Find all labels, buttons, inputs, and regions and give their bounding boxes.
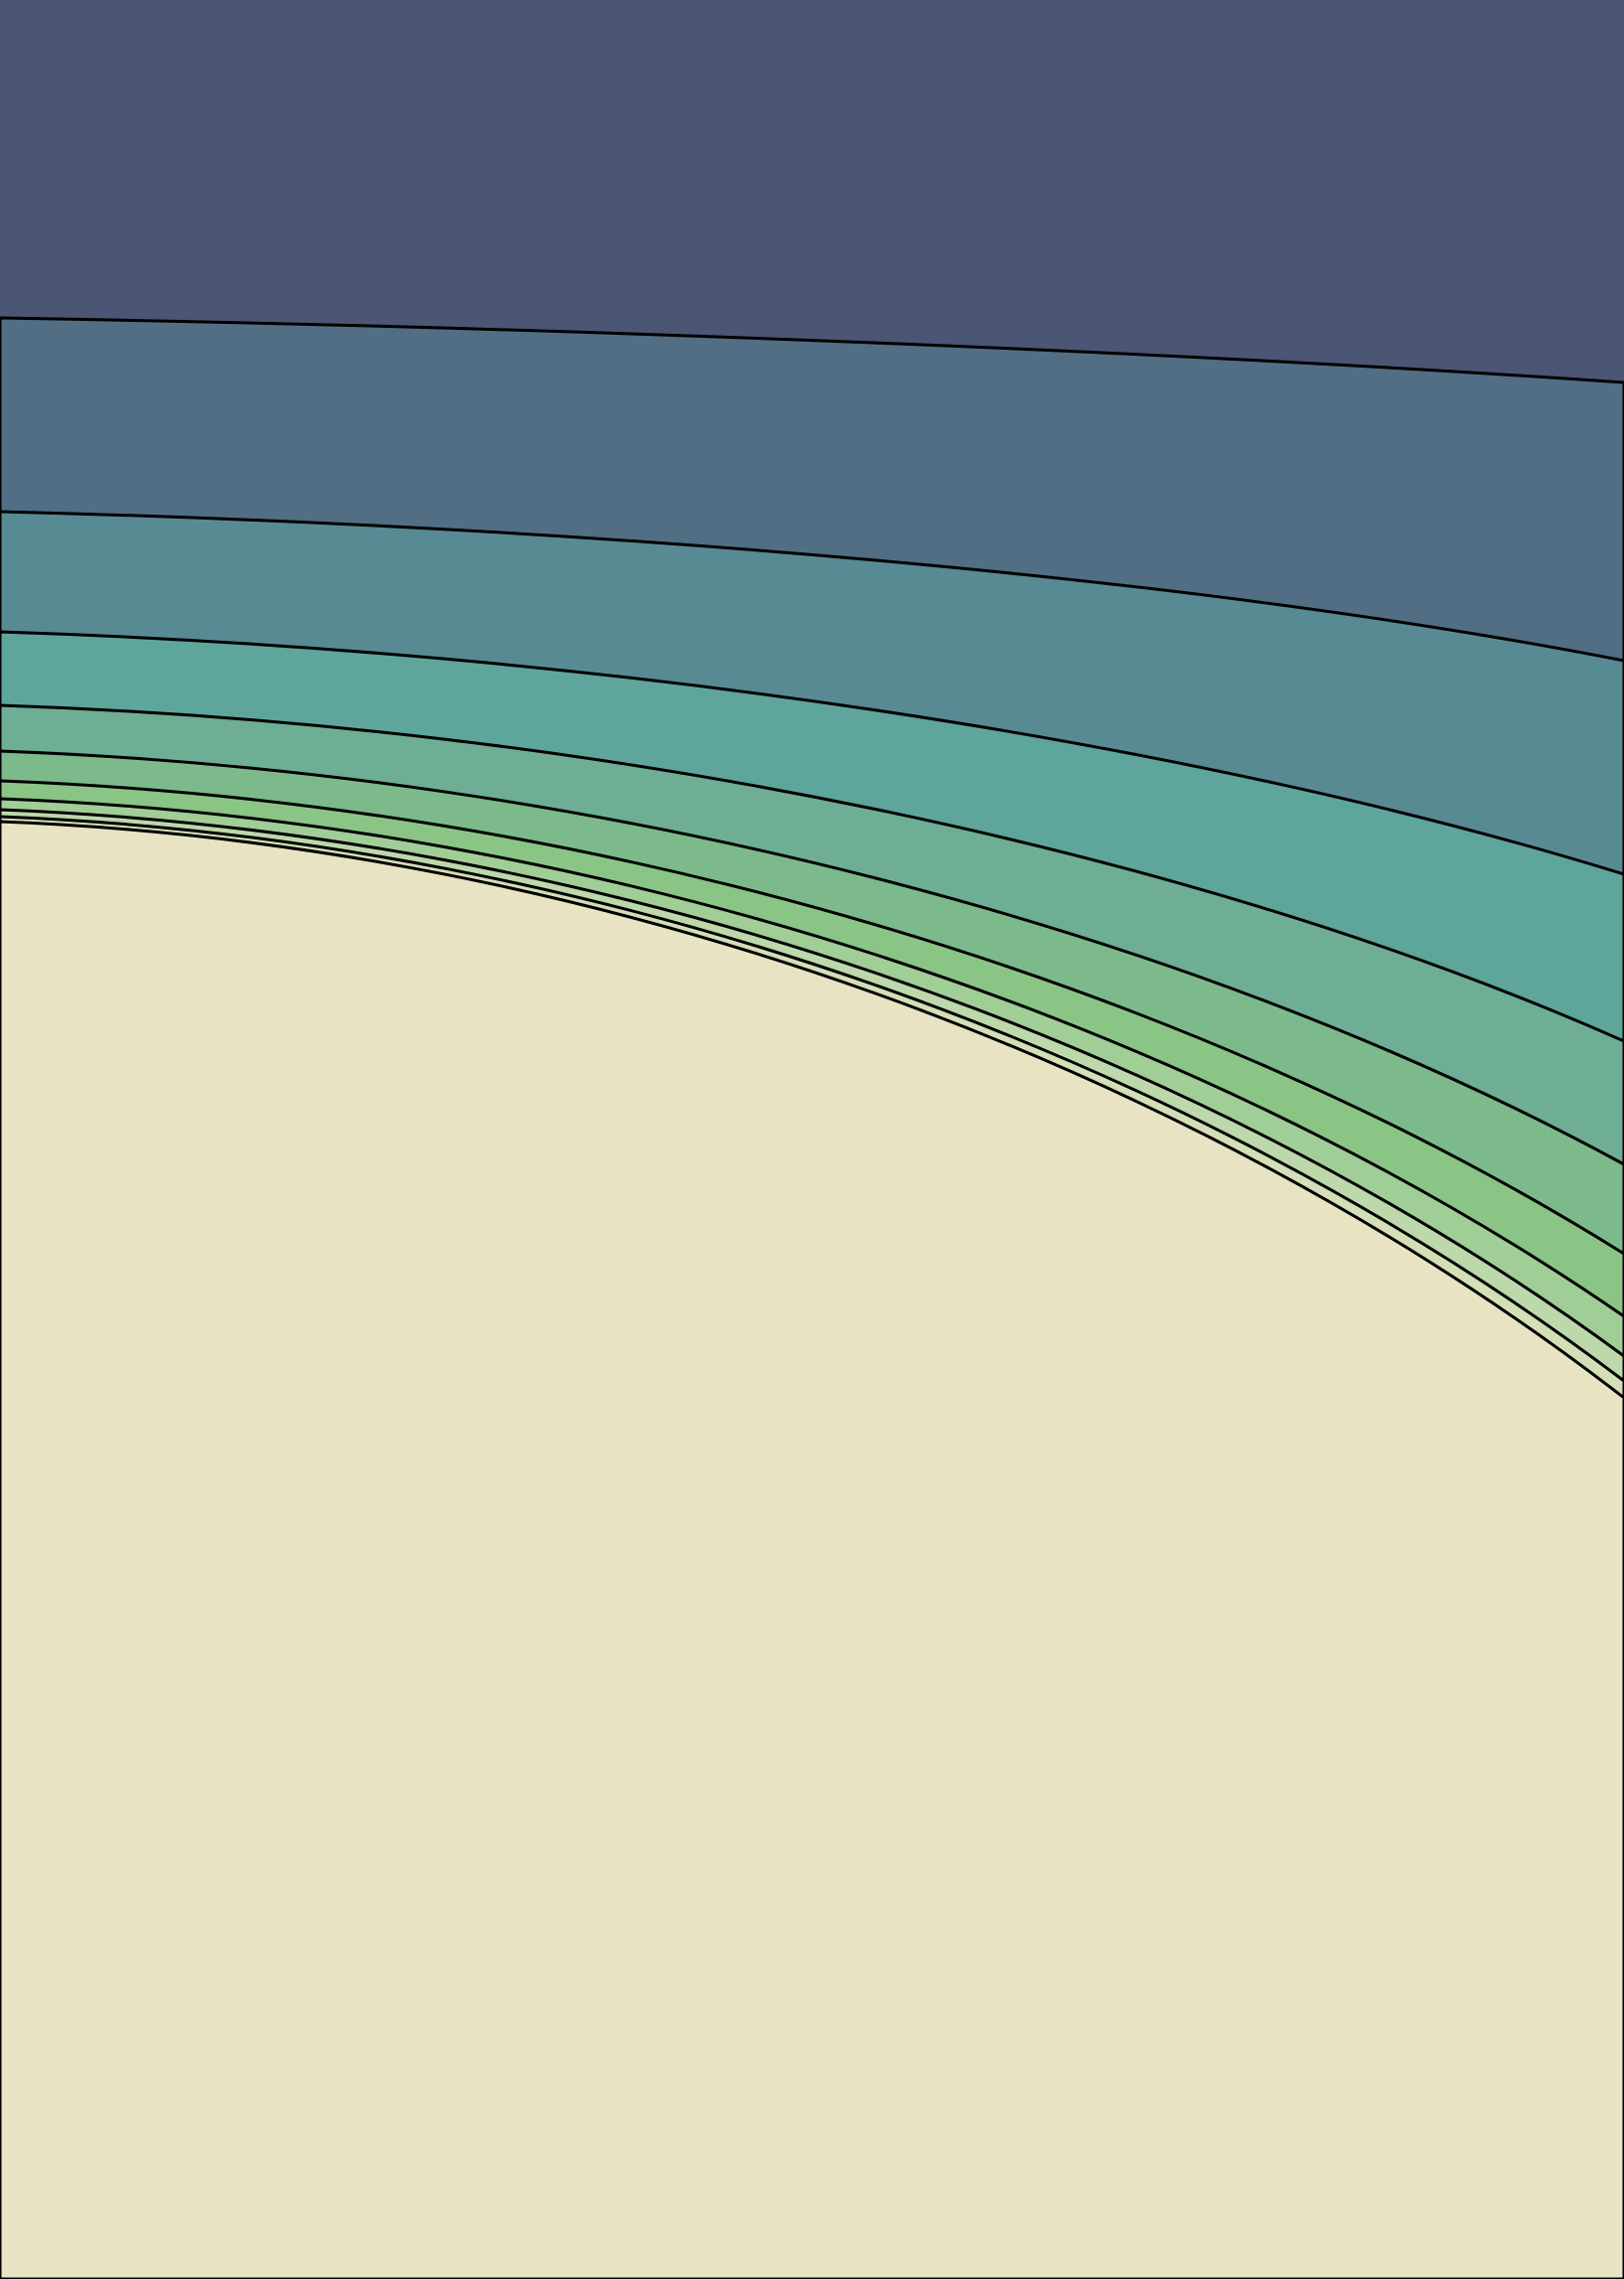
band-11 [0,820,1624,2279]
